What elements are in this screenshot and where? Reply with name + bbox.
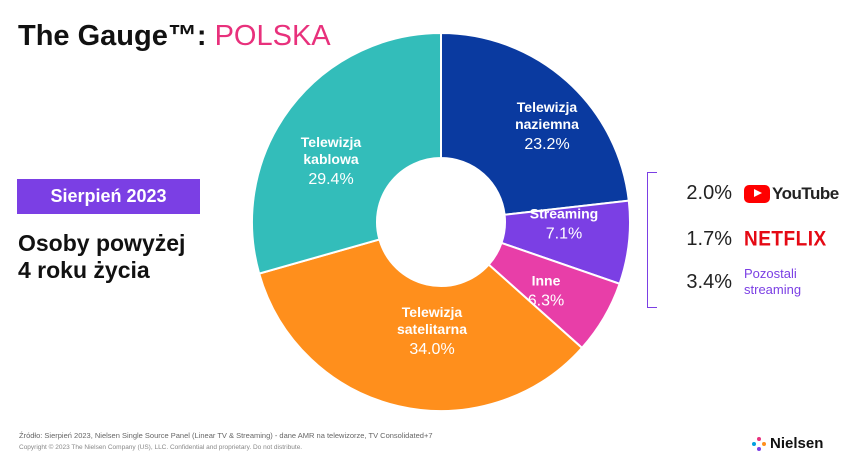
audience-label: Osoby powyżej 4 roku życia [18,230,238,284]
slice-label: satelitarna [397,321,467,337]
slice-label: kablowa [303,151,358,167]
slice-label: Telewizja [517,99,578,115]
other-streaming-label: Pozostali streaming [744,266,839,298]
donut-slice [251,31,442,275]
audience-line-2: 4 roku życia [18,257,150,283]
slice-label: Inne [532,273,561,289]
slice-label: Streaming [530,206,598,222]
slice-value-label: 6.3% [528,293,564,310]
slice-label: Telewizja [301,134,362,150]
nielsen-dots-icon [752,436,766,451]
breakdown-row-youtube: 2.0% YouTube [664,182,839,205]
slice-value-label: 34.0% [409,341,454,358]
title-prefix: The Gauge™: [18,20,215,52]
donut-slice [257,238,584,412]
breakdown-value: 1.7% [686,228,732,250]
youtube-logo-text: YouTube [772,183,839,203]
title-highlight: POLSKA [214,20,331,52]
page-title: The Gauge™: POLSKA [18,20,331,53]
donut-slice [440,31,630,216]
slice-value-label: 7.1% [546,226,582,243]
youtube-logo: YouTube [744,184,839,204]
copyright-note: Copyright © 2023 The Nielsen Company (US… [19,444,303,451]
date-badge: Sierpień 2023 [17,179,200,214]
breakdown-row-other: 3.4% Pozostali streaming [664,266,839,298]
other-streaming-line-1: Pozostali [744,266,797,281]
slice-label: Telewizja [402,304,463,320]
slice-label: naziemna [515,116,579,132]
breakdown-row-netflix: 1.7% NETFLIX [664,227,827,251]
streaming-breakdown-bracket [647,172,657,308]
youtube-play-icon [744,184,770,203]
source-note: Źródło: Sierpień 2023, Nielsen Single So… [19,431,433,440]
breakdown-value: 2.0% [686,182,732,204]
nielsen-brand-text: Nielsen [770,435,824,452]
other-streaming-line-2: streaming [744,282,802,297]
breakdown-value: 3.4% [686,270,732,293]
slice-value-label: 23.2% [524,136,569,153]
slice-value-label: 29.4% [308,171,353,188]
nielsen-logo: Nielsen [752,435,823,452]
netflix-logo: NETFLIX [744,227,827,251]
audience-line-1: Osoby powyżej [18,230,186,256]
